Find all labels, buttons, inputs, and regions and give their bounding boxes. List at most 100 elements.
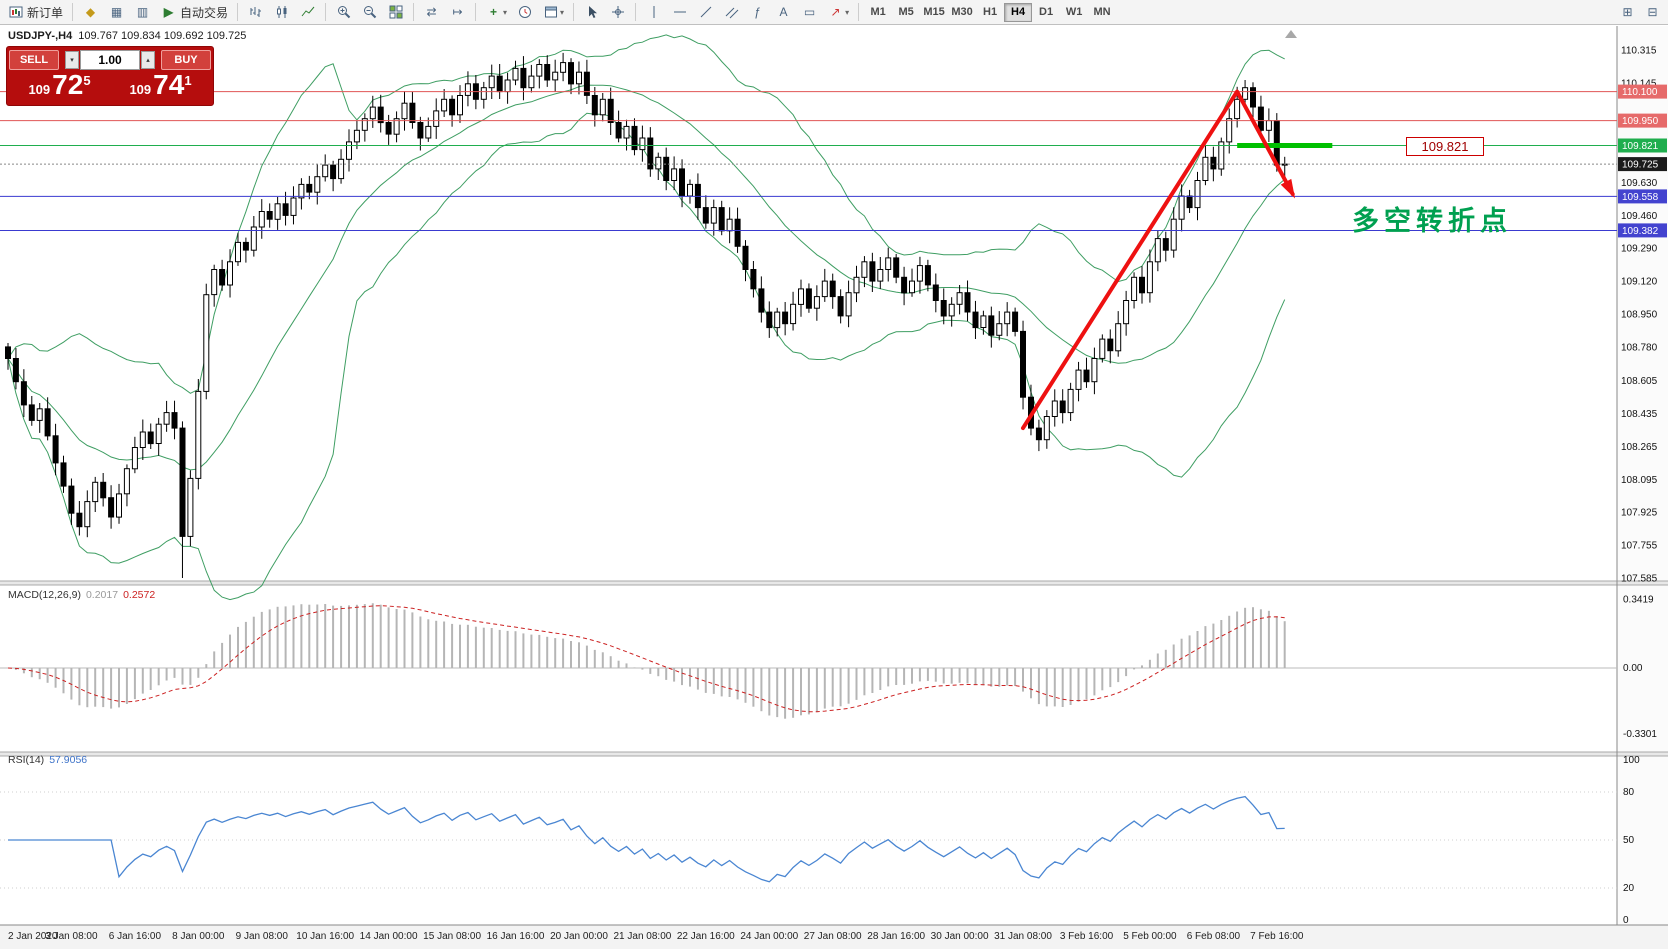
symbols-button[interactable]: ◆	[78, 2, 103, 23]
chart-shift-button[interactable]: ↦	[445, 2, 470, 23]
timeframe-d1-button[interactable]: D1	[1032, 3, 1060, 22]
rsi-axis-label: 20	[1623, 883, 1635, 894]
shapes-button[interactable]: ↗ ▾	[823, 2, 853, 23]
zoom-out-button[interactable]	[357, 2, 382, 23]
chart-shift-icon: ↦	[452, 5, 463, 19]
timeframe-h1-button[interactable]: H1	[976, 3, 1004, 22]
separator	[237, 3, 239, 21]
separator	[413, 3, 415, 21]
time-axis-label: 30 Jan 00:00	[931, 931, 989, 942]
label-icon: ▭	[803, 5, 816, 19]
rsi-value: 57.9056	[49, 754, 88, 766]
vertical-line-icon	[645, 4, 662, 21]
chart-area[interactable]: 110.315 110.145 109.630 109.460 109.290 109.1…	[0, 26, 1668, 949]
timeframe-m15-button[interactable]: M15	[920, 3, 948, 22]
chart-shift-marker-icon[interactable]	[1285, 30, 1297, 38]
price-tag	[1618, 113, 1667, 128]
turning-point-annotation[interactable]: 多空转折点	[1352, 206, 1512, 236]
tile-windows-button[interactable]	[383, 2, 408, 23]
rsi-axis-label: 80	[1623, 787, 1635, 798]
time-axis-label: 3 Feb 16:00	[1060, 931, 1114, 942]
horizontal-line-icon	[671, 4, 688, 21]
help-button[interactable]: ⊟	[1640, 2, 1665, 23]
timeframe-m5-button[interactable]: M5	[892, 3, 920, 22]
sell-button[interactable]: SELL	[9, 50, 59, 70]
price-annotation-box[interactable]: 109.821	[1406, 137, 1484, 156]
cursor-button[interactable]	[579, 2, 604, 23]
periods-button[interactable]	[512, 2, 537, 23]
trendline-button[interactable]	[693, 2, 718, 23]
volume-control: ▾ ▴	[61, 50, 159, 70]
price-pane[interactable]	[0, 30, 1617, 601]
new-order-button[interactable]: 新订单	[3, 2, 67, 23]
bid-price[interactable]: 109725	[28, 69, 91, 100]
rsi-indicator-label: RSI(14) 57.9056	[8, 754, 87, 766]
price-axis[interactable]: 110.315 110.145 109.630 109.460 109.290 109.1…	[1618, 46, 1667, 927]
volume-decrease-button[interactable]: ▾	[65, 51, 79, 69]
label-tool-button[interactable]: ▭	[797, 2, 822, 23]
zoom-out-icon	[361, 4, 378, 21]
new-order-label: 新订单	[27, 5, 64, 20]
clock-icon	[516, 4, 533, 21]
indicators-button[interactable]: + ▾	[481, 2, 511, 23]
one-click-trading-panel: SELL ▾ ▴ BUY 109725 109741	[6, 46, 214, 106]
trend-arrow-head	[1280, 178, 1296, 199]
zoom-in-icon	[335, 4, 352, 21]
indicators-plus-icon: +	[490, 5, 498, 19]
new-order-icon	[7, 4, 24, 21]
trendline-icon	[697, 4, 714, 21]
rsi-pane[interactable]	[0, 791, 1617, 889]
time-axis-label: 16 Jan 16:00	[487, 931, 545, 942]
bar-chart-button[interactable]	[243, 2, 268, 23]
vertical-line-button[interactable]	[641, 2, 666, 23]
templates-icon	[542, 4, 559, 21]
autotrading-button[interactable]: ▶ 自动交易	[156, 2, 232, 23]
navigator-button[interactable]: ▥	[130, 2, 155, 23]
timeframe-w1-button[interactable]: W1	[1060, 3, 1088, 22]
macd-axis-label: -0.3301	[1623, 729, 1657, 740]
price-chart-svg[interactable]: 110.315 110.145 109.630 109.460 109.290 109.1…	[0, 26, 1668, 949]
buy-button[interactable]: BUY	[161, 50, 211, 70]
time-axis-label: 9 Jan 08:00	[236, 931, 289, 942]
chevron-down-icon: ▾	[503, 7, 508, 17]
price-tag-label: 109.950	[1622, 116, 1659, 127]
rsi-name: RSI(14)	[8, 754, 45, 766]
line-chart-button[interactable]	[295, 2, 320, 23]
market-watch-button[interactable]: ▦	[104, 2, 129, 23]
volume-input[interactable]	[80, 50, 140, 70]
time-axis-label: 3 Jan 08:00	[45, 931, 98, 942]
horizontal-line-button[interactable]	[667, 2, 692, 23]
timeframe-mn-button[interactable]: MN	[1088, 3, 1116, 22]
timeframe-m1-button[interactable]: M1	[864, 3, 892, 22]
price-axis-label: 108.605	[1621, 376, 1658, 387]
chevron-down-icon: ▾	[560, 7, 565, 17]
channel-button[interactable]	[719, 2, 744, 23]
timeframe-m30-button[interactable]: M30	[948, 3, 976, 22]
zoom-in-button[interactable]	[331, 2, 356, 23]
time-axis-label: 20 Jan 00:00	[550, 931, 608, 942]
text-tool-button[interactable]: A	[771, 2, 796, 23]
time-axis-label: 15 Jan 08:00	[423, 931, 481, 942]
crosshair-button[interactable]	[605, 2, 630, 23]
channel-icon	[723, 4, 740, 21]
chart-windows-button[interactable]: ⊞	[1615, 2, 1640, 23]
timeframe-h4-button[interactable]: H4	[1004, 2, 1033, 22]
price-axis-label: 109.290	[1621, 244, 1658, 255]
auto-scroll-button[interactable]: ⇄	[419, 2, 444, 23]
toolbar-right-group: ⊞ ⊟	[1615, 2, 1665, 23]
candlestick-chart-button[interactable]	[269, 2, 294, 23]
chart-background[interactable]	[0, 26, 1668, 949]
macd-value-signal: 0.2572	[123, 589, 156, 601]
arrow-shape-icon: ↗	[830, 5, 841, 19]
symbol-header: USDJPY-,H4 109.767 109.834 109.692 109.72…	[8, 30, 246, 42]
templates-button[interactable]: ▾	[538, 2, 568, 23]
macd-pane[interactable]	[0, 603, 1617, 719]
ask-price[interactable]: 109741	[129, 69, 192, 100]
trend-arrow[interactable]	[1021, 89, 1295, 431]
volume-increase-button[interactable]: ▴	[141, 51, 155, 69]
fibonacci-button[interactable]: ƒ	[745, 2, 770, 23]
price-tag	[1618, 138, 1667, 153]
crosshair-icon	[609, 4, 626, 21]
